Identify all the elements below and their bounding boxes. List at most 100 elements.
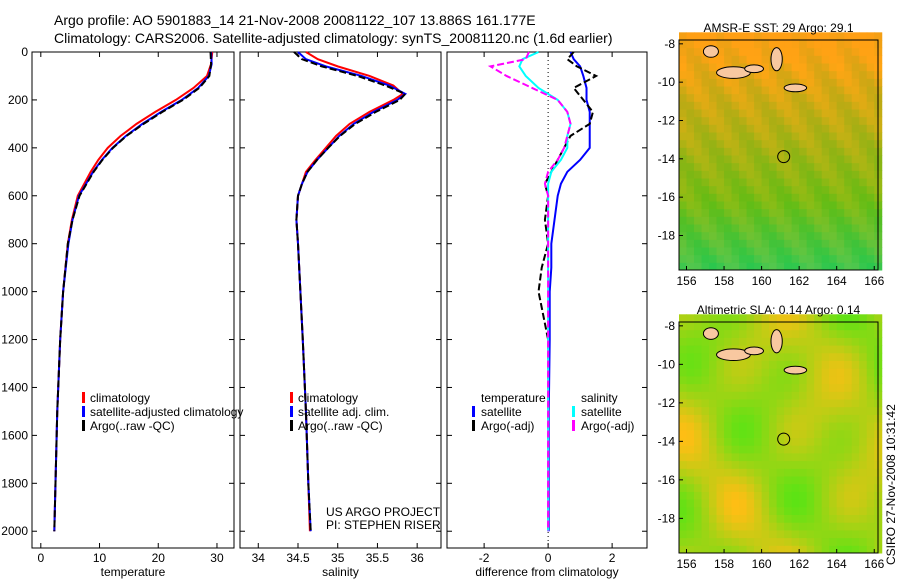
map-cell xyxy=(724,506,733,515)
map-cell xyxy=(821,231,830,240)
map-cell xyxy=(731,529,740,539)
map-cell xyxy=(836,522,845,531)
map-cell xyxy=(776,445,785,454)
map-cell xyxy=(731,499,740,508)
map-cell xyxy=(866,476,875,485)
map-cell xyxy=(716,522,725,531)
map-cell xyxy=(754,437,763,446)
map-cell xyxy=(686,391,695,400)
map-cell xyxy=(686,483,695,492)
map-cell xyxy=(731,391,740,400)
map-cell xyxy=(829,506,838,515)
island-shape xyxy=(702,45,719,58)
map-cell xyxy=(814,468,823,477)
map-cell xyxy=(836,452,845,462)
map-cell xyxy=(799,483,808,492)
map-cell xyxy=(791,63,800,72)
map-cell xyxy=(701,254,710,263)
map-cell xyxy=(851,437,860,446)
map-cell xyxy=(859,239,868,248)
map-cell xyxy=(821,506,830,515)
map-cell xyxy=(814,132,823,141)
map-cell xyxy=(851,314,860,323)
map-cell xyxy=(686,239,695,248)
map-cell xyxy=(829,55,838,64)
map-cell xyxy=(746,254,755,263)
map-cell xyxy=(866,391,875,400)
map-cell xyxy=(716,162,725,171)
map-cell xyxy=(829,429,838,438)
map-cell xyxy=(866,383,875,392)
map-cell xyxy=(791,437,800,446)
map-cell xyxy=(806,383,815,392)
map-cell xyxy=(844,116,853,125)
map-cell xyxy=(716,422,725,431)
map-cell xyxy=(739,178,748,187)
map-cell xyxy=(821,86,830,95)
map-cell xyxy=(844,124,853,133)
map-cell xyxy=(769,162,778,171)
map-cell xyxy=(746,545,755,554)
map-cell xyxy=(851,78,860,87)
map-cell xyxy=(844,375,853,385)
map-cell xyxy=(806,63,815,72)
map-cell xyxy=(814,40,823,49)
map-cell xyxy=(851,224,860,233)
map-cell xyxy=(821,208,830,217)
map-cell xyxy=(851,352,860,361)
map-cell xyxy=(716,78,725,87)
map-cell xyxy=(799,178,808,187)
map-cell xyxy=(694,483,703,492)
map-cell xyxy=(784,231,793,240)
map-cell xyxy=(844,109,853,118)
map-cell xyxy=(791,201,800,210)
map-cell xyxy=(754,201,763,210)
legend-swatch xyxy=(572,420,575,431)
map-cell xyxy=(694,93,703,102)
map-cell xyxy=(806,468,815,477)
map-cell xyxy=(679,47,688,56)
map-cell xyxy=(716,514,725,523)
x-tick-label: 166 xyxy=(864,274,884,288)
map-cell xyxy=(709,170,718,179)
map-cell xyxy=(806,537,815,546)
map-frame xyxy=(678,39,879,271)
map-cell xyxy=(739,86,748,95)
map-cell xyxy=(761,201,770,210)
map-cell xyxy=(709,499,718,508)
map-cell xyxy=(709,491,718,500)
map-cell xyxy=(836,124,845,133)
map-cell xyxy=(806,116,815,125)
map-cell xyxy=(851,47,860,56)
map-cell xyxy=(784,483,793,492)
map-cell xyxy=(844,55,853,64)
map-cell xyxy=(694,506,703,515)
map-cell xyxy=(776,352,785,361)
map-cell xyxy=(746,208,755,217)
map-cell xyxy=(716,391,725,400)
map-cell xyxy=(739,93,748,102)
map-cell xyxy=(851,414,860,423)
map-cell xyxy=(851,139,860,148)
map-cell xyxy=(716,155,725,164)
map-cell xyxy=(821,491,830,500)
map-cell xyxy=(814,429,823,438)
map-cell xyxy=(686,109,695,118)
x-tick-label: -2 xyxy=(479,551,490,565)
map-cell xyxy=(686,322,695,331)
map-cell xyxy=(701,162,710,171)
map-cell xyxy=(686,101,695,110)
map-cell xyxy=(829,391,838,400)
map-cell xyxy=(806,193,815,202)
map-cell xyxy=(814,329,823,338)
map-cell xyxy=(754,247,763,256)
map-cell xyxy=(724,224,733,233)
map-cell xyxy=(866,93,875,102)
map-cell xyxy=(806,109,815,118)
map-title: AMSR-E SST: 29 Argo: 29.1 xyxy=(703,21,853,35)
map-cell xyxy=(776,124,785,133)
map-cell xyxy=(859,70,868,79)
map-cell xyxy=(859,545,868,554)
map-cell xyxy=(701,155,710,164)
